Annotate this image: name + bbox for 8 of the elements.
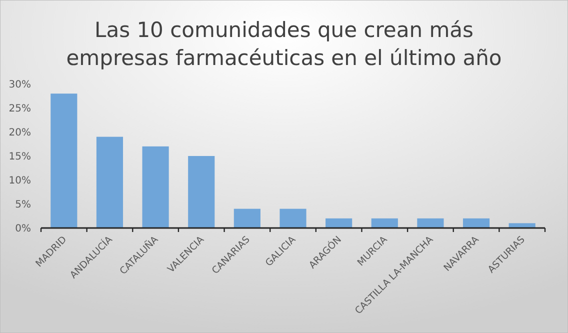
- y-tick-label: 25%: [8, 104, 31, 114]
- y-tick-label: 5%: [15, 200, 31, 210]
- y-tick-label: 10%: [8, 176, 31, 186]
- y-tick-label: 30%: [8, 80, 31, 90]
- chart-title: Las 10 comunidades que crean más empresas farmacéuticas en el último año: [66, 18, 502, 70]
- y-tick-label: 15%: [8, 152, 31, 162]
- y-tick-label: 20%: [8, 128, 31, 138]
- y-tick-label: 0%: [15, 224, 31, 234]
